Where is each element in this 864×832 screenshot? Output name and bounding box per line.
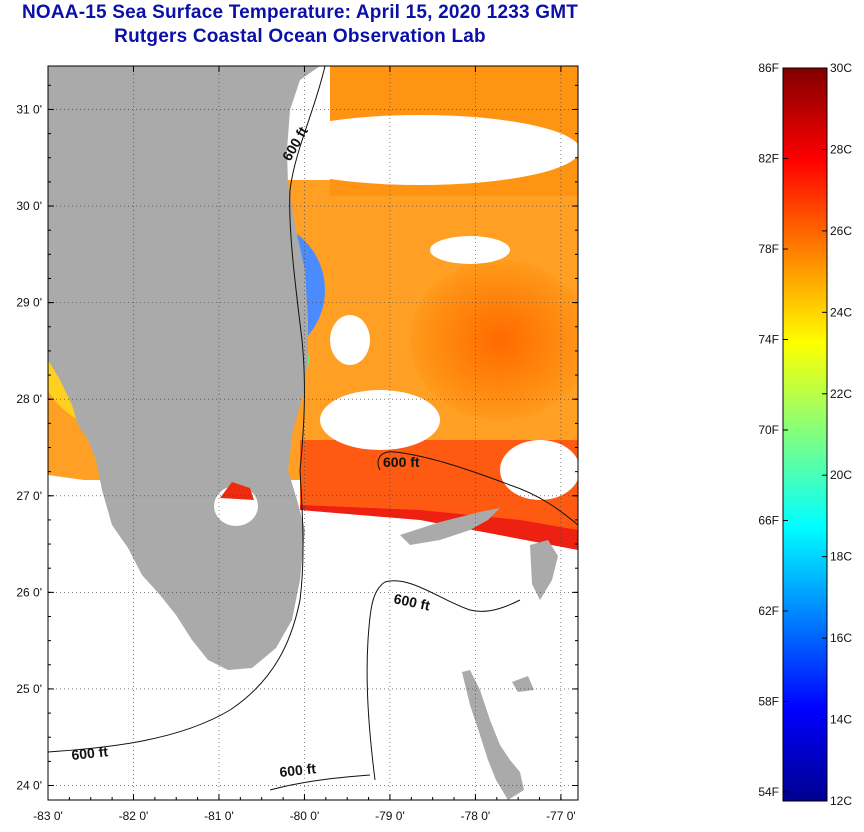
cloud-gap (260, 115, 578, 185)
cloud-gap (330, 315, 370, 365)
y-tick-label: 24 0' (16, 779, 42, 793)
contour-label: 600 ft (71, 743, 109, 763)
y-tick-label: 28 0' (16, 392, 42, 406)
depth-contour-600ft (269, 774, 371, 791)
depth-contour-600ft (366, 580, 521, 781)
sst-warm-core (410, 260, 578, 420)
depth-contour-600ft (377, 451, 578, 526)
map-title: NOAA-15 Sea Surface Temperature: April 1… (21, 2, 579, 23)
x-tick-label: -77 0' (546, 809, 576, 823)
contour-label: 600 ft (383, 454, 420, 470)
x-tick-label: -78 0' (461, 809, 491, 823)
bahamas-land (462, 670, 524, 800)
contour-label: 600 ft (392, 590, 431, 613)
map-subtitle: Rutgers Coastal Ocean Observation Lab (114, 26, 486, 47)
y-tick-label: 31 0' (16, 102, 42, 116)
bahamas-land (400, 508, 500, 545)
latitude-axis: 24 0' 25 0' 26 0' 27 0' 28 0' 29 0' 30 0' 31 0' (16, 84, 578, 793)
longitude-axis: -83 0' -82 0' -81 0' -80 0' -79 0' -78 0' -77 … (33, 66, 576, 823)
map-frame (47, 65, 579, 801)
y-tick-label: 30 0' (16, 199, 42, 213)
y-tick-label: 26 0' (16, 585, 42, 599)
bahamas-land (530, 540, 558, 600)
cloud-gap (500, 440, 578, 500)
y-tick-label: 29 0' (16, 296, 42, 310)
y-tick-label: 27 0' (16, 489, 42, 503)
depth-contour-600ft (48, 66, 326, 753)
x-tick-label: -79 0' (375, 809, 405, 823)
bahamas-land (512, 676, 534, 692)
x-tick-label: -82 0' (119, 809, 149, 823)
x-tick-label: -83 0' (33, 809, 63, 823)
cloud-gap (320, 390, 440, 450)
y-tick-label: 25 0' (16, 682, 42, 696)
cloud-gap (430, 236, 510, 264)
map-grid (47, 66, 578, 800)
contour-label: 600 ft (279, 760, 317, 780)
x-tick-label: -80 0' (290, 809, 320, 823)
x-tick-label: -81 0' (204, 809, 234, 823)
